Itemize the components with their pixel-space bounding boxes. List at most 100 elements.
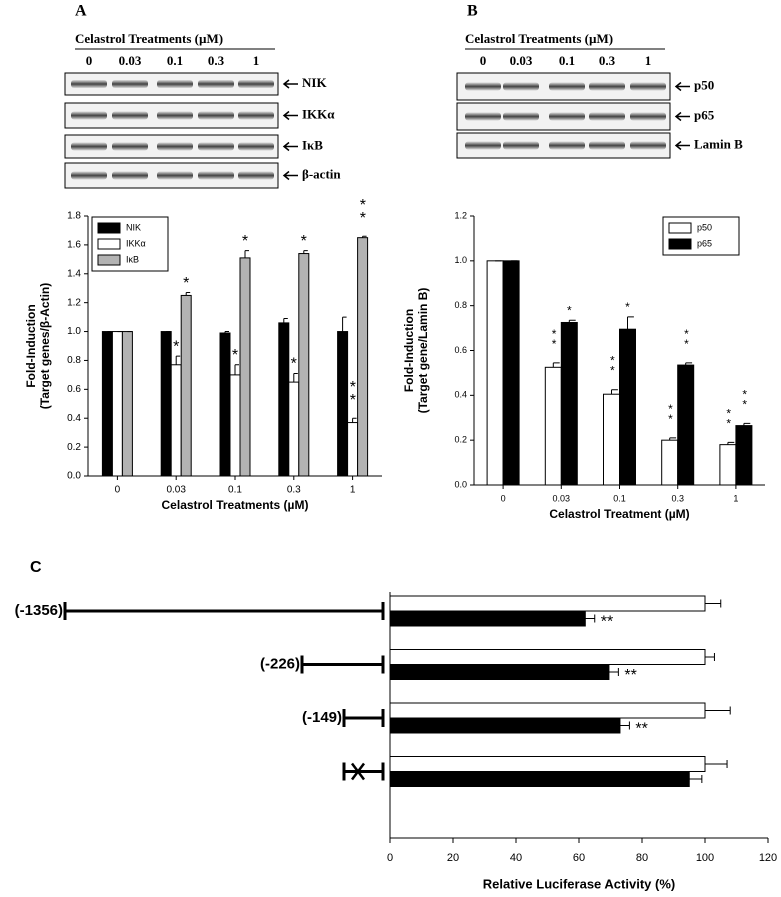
legend-label: NIK (126, 222, 141, 232)
x-tick-label: 0.03 (553, 493, 571, 503)
y-tick-label: 1.8 (67, 211, 81, 222)
error-bar (611, 389, 618, 395)
y-tick-label: 1.4 (67, 268, 81, 279)
bar (502, 260, 520, 486)
y-axis-label: Fold-Induction (24, 304, 38, 387)
x-tick-label: 80 (636, 852, 648, 864)
bar (170, 364, 182, 477)
band-label: β-actin (302, 166, 341, 181)
lane-label: 0 (86, 53, 93, 68)
legend-label: p65 (697, 238, 712, 248)
significance: * (242, 233, 248, 250)
error-bar (342, 316, 347, 332)
blot-band (112, 111, 148, 120)
error-bar (743, 422, 751, 426)
significance: ** (664, 402, 678, 422)
error-bar (283, 318, 288, 323)
x-tick-label: 0.3 (287, 485, 301, 496)
significance: ** (680, 327, 694, 347)
band-label: Lamin B (694, 136, 743, 151)
blot-band (71, 171, 107, 180)
error-bar (175, 355, 181, 365)
construct-line (342, 709, 385, 727)
y-tick-label: 1.2 (67, 297, 81, 308)
error-bar (685, 362, 693, 366)
bar (661, 439, 679, 486)
y-axis-label: (Target gene/Lamin B) (416, 288, 430, 414)
legend-swatch (97, 238, 121, 250)
significance: ** (354, 197, 371, 223)
error-bar (224, 331, 229, 333)
y-axis-label: Fold-Induction (402, 309, 416, 392)
blot-band (71, 80, 107, 88)
error-bar (585, 614, 596, 623)
error-bar (705, 599, 722, 608)
blot-band (503, 82, 539, 91)
bar (229, 374, 241, 477)
blot-band (157, 142, 193, 151)
bar (735, 425, 753, 486)
blot-band (238, 171, 274, 180)
bar (389, 649, 706, 665)
band-label: IκB (302, 137, 323, 152)
bar (389, 702, 706, 719)
panel-label: C (30, 559, 42, 576)
blot-band (465, 82, 501, 91)
error-bar (303, 250, 308, 254)
arrow (674, 81, 690, 92)
bar (288, 381, 300, 477)
blot-band (157, 171, 193, 180)
y-tick-label: 1.2 (454, 210, 467, 220)
bar (121, 331, 133, 477)
y-tick-label: 1.0 (67, 326, 81, 337)
blot-band (198, 80, 234, 88)
arrow (674, 140, 690, 151)
bar (389, 595, 706, 612)
bar (619, 328, 636, 486)
panel-label: B (467, 3, 478, 20)
construct-line (342, 762, 385, 781)
significance: * (183, 275, 189, 292)
significance: * (291, 356, 297, 373)
y-tick-label: 1.6 (67, 240, 81, 251)
y-tick-label: 0.2 (454, 435, 467, 445)
blot-band (549, 112, 585, 121)
x-tick-label: 100 (696, 852, 714, 864)
x-axis-label: Celastrol Treatments (µM) (162, 498, 309, 512)
y-tick-label: 0.6 (454, 345, 467, 355)
bar (347, 422, 359, 477)
x-tick-label: 40 (510, 852, 522, 864)
category-label: (-149) (302, 709, 342, 726)
significance: ** (635, 721, 647, 738)
x-tick-label: 0 (501, 493, 506, 503)
blot-band (589, 141, 625, 150)
blot-band (503, 112, 539, 121)
significance: ** (601, 614, 613, 631)
significance: * (173, 338, 179, 355)
y-tick-label: 0.6 (67, 384, 81, 395)
x-tick-label: 20 (447, 852, 459, 864)
lane-label: 0.1 (167, 53, 183, 68)
arrow (282, 170, 298, 181)
legend-swatch (668, 222, 692, 234)
bar (101, 331, 113, 477)
blot-band (198, 142, 234, 151)
error-bar (705, 653, 715, 661)
error-bar (727, 441, 735, 445)
y-tick-label: 0.2 (67, 442, 81, 453)
bar (278, 322, 290, 477)
significance: * (567, 303, 572, 317)
blot-band (589, 82, 625, 91)
significance: * (232, 347, 238, 364)
blot-band (465, 141, 501, 150)
bar (389, 771, 690, 787)
band-label: IKKα (302, 106, 335, 121)
error-bar (352, 417, 357, 423)
arrow (674, 111, 690, 122)
x-tick-label: 0 (115, 485, 121, 496)
bar (389, 664, 610, 680)
y-tick-label: 0.8 (67, 355, 81, 366)
bar (389, 756, 706, 772)
significance: ** (722, 406, 736, 426)
error-bar (234, 364, 239, 375)
